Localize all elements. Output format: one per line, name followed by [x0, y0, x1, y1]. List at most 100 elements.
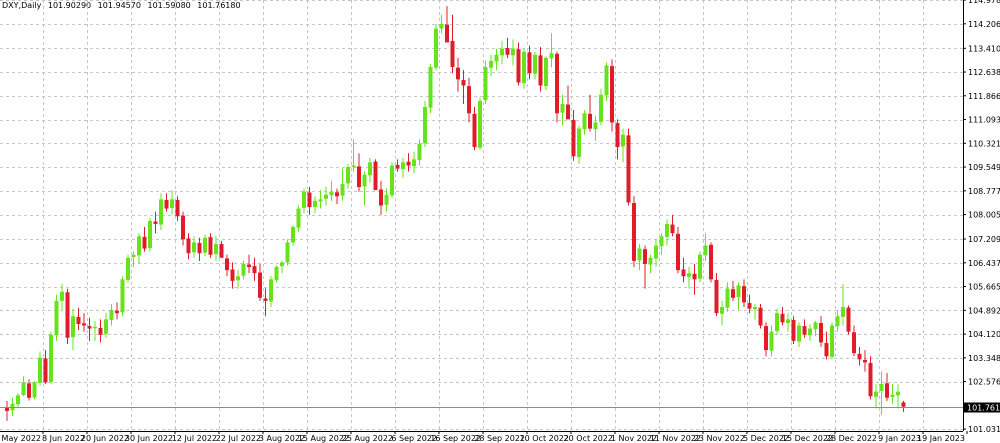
bull-candle [296, 205, 301, 232]
candle-body [852, 332, 856, 354]
candle-body [846, 307, 851, 332]
price-tick-label: 107.20950 [968, 235, 1000, 244]
bull-candle [368, 157, 372, 183]
candle-body [456, 67, 460, 80]
candle-body [802, 326, 807, 335]
bear-candle [626, 128, 631, 206]
bull-candle [362, 171, 367, 206]
bear-candle [764, 322, 768, 357]
ohlc-close: 101.76180 [197, 1, 241, 10]
candle-body [500, 48, 504, 56]
bear-candle [731, 280, 735, 301]
time-tick-label: 15 Aug 2022 [298, 434, 349, 443]
candle-body [269, 279, 273, 302]
candle-body [247, 264, 251, 268]
bull-candle [593, 116, 598, 141]
bull-candle [340, 168, 345, 201]
candle-body [516, 49, 521, 83]
bull-candle [214, 236, 218, 261]
candle-body [489, 60, 493, 68]
candle-body [159, 199, 163, 225]
candle-body [483, 67, 488, 101]
time-tick-label: 28 Sep 2022 [474, 434, 525, 443]
bull-candle [720, 300, 724, 326]
candle-body [857, 353, 862, 360]
bull-candle [313, 196, 317, 214]
candle-body [582, 113, 587, 130]
bear-candle [758, 303, 763, 329]
bull-candle [401, 157, 405, 178]
candle-body [461, 79, 466, 86]
candle-body [632, 203, 636, 261]
candle-body [241, 263, 246, 276]
candle-body [885, 383, 889, 398]
bull-candle [131, 251, 136, 268]
candle-body [137, 236, 141, 256]
price-tick-label: 103.34850 [968, 354, 1000, 363]
candle-body [450, 40, 455, 68]
candle-body [428, 67, 433, 108]
ohlc-high: 101.94570 [97, 1, 141, 10]
candle-body [109, 310, 114, 320]
bull-candle [428, 63, 433, 114]
bull-candle [137, 233, 141, 264]
candle-body [654, 245, 658, 259]
bear-candle [538, 47, 543, 92]
bull-candle [654, 239, 658, 268]
bear-candle [406, 153, 411, 172]
bear-candle [643, 245, 647, 289]
current-price-label-bg [964, 402, 1000, 413]
candle-body [720, 307, 724, 314]
candle-body [753, 307, 757, 310]
bull-candle [38, 351, 42, 386]
candle-body [379, 189, 383, 206]
candle-body [681, 269, 686, 277]
candle-body [824, 343, 829, 357]
candle-body [830, 325, 834, 357]
price-tick-label: 113.41050 [968, 44, 1000, 53]
candle-body [340, 183, 345, 196]
candle-body [775, 313, 779, 332]
bull-candle [494, 48, 499, 71]
bear-candle [747, 294, 752, 314]
candle-body [302, 191, 306, 208]
candle-body [5, 407, 9, 412]
bull-candle [126, 254, 130, 283]
time-tick-label: 28 Dec 2022 [826, 434, 877, 443]
candle-body [538, 55, 543, 86]
bear-candle [225, 254, 229, 277]
time-tick-label: 16 Sep 2022 [430, 434, 481, 443]
candle-body [478, 100, 482, 148]
candle-body [621, 134, 625, 147]
candle-body [82, 323, 86, 326]
bear-candle [98, 319, 103, 343]
candle-body [868, 363, 873, 397]
candle-body [214, 243, 218, 255]
bear-candle [885, 373, 889, 401]
bull-candle [384, 188, 389, 212]
bull-candle [417, 139, 422, 166]
time-tick-label: 3 Aug 2022 [259, 434, 305, 443]
candle-body [527, 52, 532, 74]
candle-body [307, 192, 312, 208]
bull-candle [549, 33, 554, 68]
bull-candle [637, 243, 642, 271]
bear-candle [445, 6, 449, 43]
bear-candle [373, 159, 378, 191]
candle-body [835, 316, 840, 327]
bull-candle [604, 62, 609, 101]
bear-candle [175, 196, 180, 221]
bear-candle [857, 347, 862, 366]
bull-candle [423, 100, 427, 148]
candle-body [643, 249, 647, 264]
candle-body [324, 194, 328, 199]
candle-body [219, 243, 224, 258]
candle-body [197, 243, 202, 254]
candle-body [599, 94, 603, 122]
candle-body [610, 66, 614, 123]
bear-candle [571, 110, 576, 161]
bull-candle [890, 383, 895, 404]
